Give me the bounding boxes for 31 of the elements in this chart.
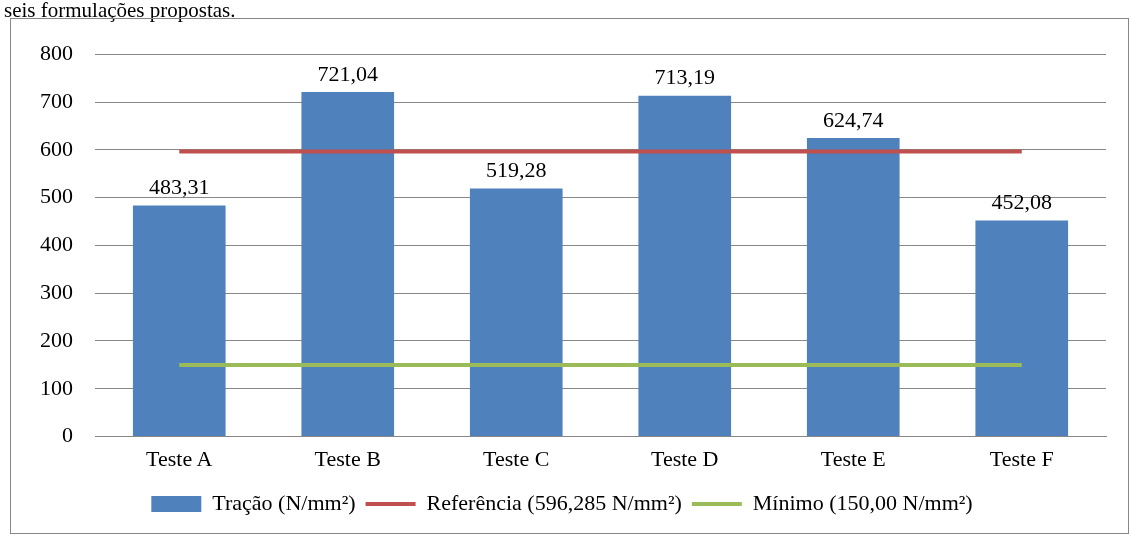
bar xyxy=(469,188,563,437)
x-tick-label: Teste A xyxy=(146,445,213,471)
x-tick-label: Teste D xyxy=(651,445,719,471)
bar xyxy=(975,220,1069,437)
data-label: 519,28 xyxy=(486,157,547,183)
x-tick-label: Teste E xyxy=(820,445,886,471)
text: seis formulações propostas. xyxy=(4,0,236,22)
y-tick-label: 800 xyxy=(40,39,73,65)
bar xyxy=(806,137,900,437)
y-tick-label: 200 xyxy=(40,326,73,352)
y-tick-label: 500 xyxy=(40,183,73,209)
bar xyxy=(638,95,732,437)
y-tick-label: 300 xyxy=(40,278,73,304)
y-tick-label: 600 xyxy=(40,135,73,161)
data-label: 483,31 xyxy=(149,174,210,200)
y-tick-label: 700 xyxy=(40,87,73,113)
y-tick-label: 0 xyxy=(62,422,73,448)
bar xyxy=(132,205,226,437)
x-tick-label: Teste C xyxy=(483,445,550,471)
data-label: 452,08 xyxy=(991,189,1052,215)
y-tick-label: 400 xyxy=(40,231,73,257)
legend-label: Mínimo (150,00 N/mm²) xyxy=(752,489,973,515)
y-tick-label: 100 xyxy=(40,374,73,400)
legend-label: Tração (N/mm²) xyxy=(212,489,356,515)
data-label: 713,19 xyxy=(654,64,715,90)
x-tick-label: Teste B xyxy=(314,445,381,471)
legend-label: Referência (596,285 N/mm²) xyxy=(426,489,682,515)
x-tick-label: Teste F xyxy=(989,445,1054,471)
data-label: 624,74 xyxy=(823,106,884,132)
data-label: 721,04 xyxy=(317,60,378,86)
bar xyxy=(301,91,395,437)
